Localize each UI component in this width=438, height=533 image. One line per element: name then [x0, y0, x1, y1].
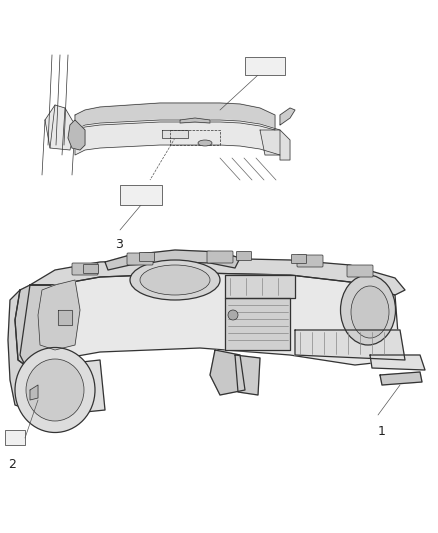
Text: 2: 2 — [8, 458, 16, 471]
Ellipse shape — [198, 140, 212, 146]
FancyBboxPatch shape — [84, 264, 99, 273]
Polygon shape — [235, 355, 260, 395]
Text: 3: 3 — [115, 238, 123, 251]
FancyBboxPatch shape — [127, 253, 153, 265]
Polygon shape — [8, 290, 55, 410]
Polygon shape — [45, 105, 75, 150]
Circle shape — [228, 310, 238, 320]
FancyBboxPatch shape — [72, 263, 98, 275]
Polygon shape — [30, 258, 405, 295]
Text: 1: 1 — [378, 425, 386, 438]
Polygon shape — [295, 330, 405, 360]
Polygon shape — [58, 310, 72, 325]
Polygon shape — [15, 285, 55, 365]
Polygon shape — [180, 118, 210, 123]
Polygon shape — [20, 273, 400, 365]
Ellipse shape — [340, 275, 396, 345]
Polygon shape — [75, 103, 275, 130]
Polygon shape — [38, 280, 80, 350]
Ellipse shape — [15, 348, 95, 432]
Ellipse shape — [140, 265, 210, 295]
Bar — [5, 430, 25, 445]
Polygon shape — [370, 355, 425, 370]
FancyBboxPatch shape — [347, 265, 373, 277]
Ellipse shape — [26, 359, 84, 421]
Polygon shape — [225, 275, 295, 298]
FancyBboxPatch shape — [237, 252, 251, 261]
Polygon shape — [260, 130, 290, 160]
Polygon shape — [75, 120, 280, 155]
Polygon shape — [30, 385, 38, 400]
Ellipse shape — [351, 286, 389, 338]
FancyBboxPatch shape — [297, 255, 323, 267]
Polygon shape — [380, 372, 422, 385]
Polygon shape — [280, 108, 295, 125]
FancyBboxPatch shape — [292, 254, 307, 263]
Polygon shape — [210, 350, 245, 395]
Bar — [120, 185, 162, 205]
Ellipse shape — [130, 260, 220, 300]
Polygon shape — [68, 120, 85, 150]
FancyBboxPatch shape — [139, 253, 155, 262]
FancyBboxPatch shape — [207, 251, 233, 263]
Bar — [245, 57, 285, 75]
Polygon shape — [55, 360, 105, 415]
Polygon shape — [225, 298, 290, 350]
Polygon shape — [162, 130, 188, 138]
Polygon shape — [105, 250, 240, 270]
